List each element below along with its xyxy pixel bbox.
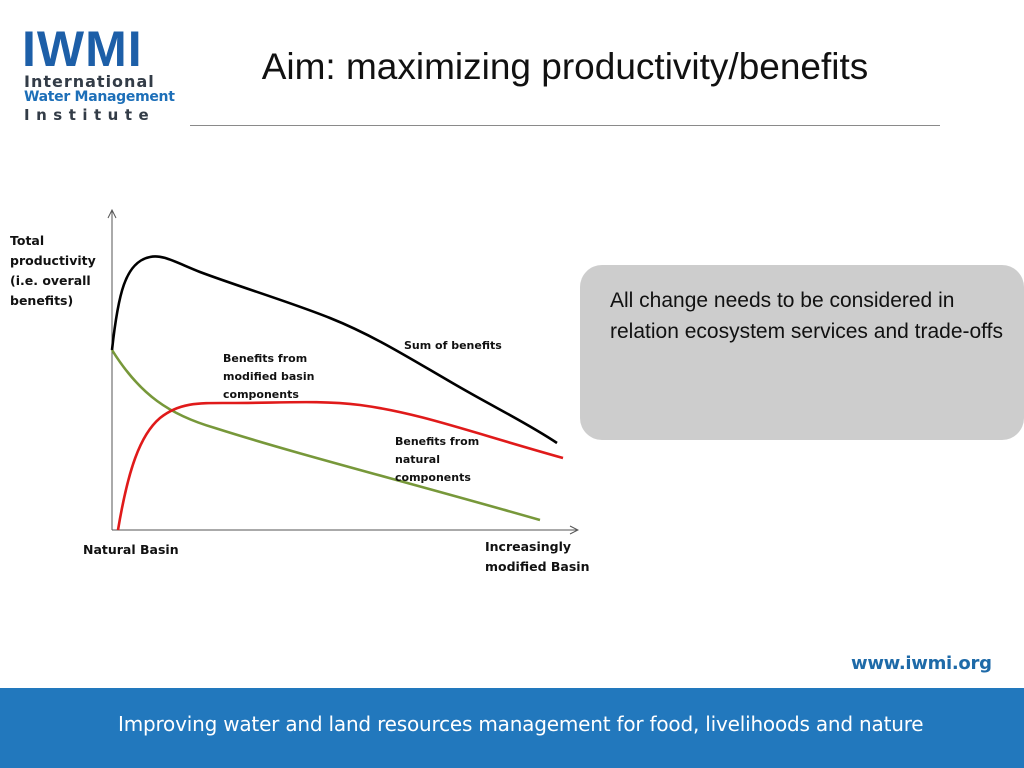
slide-title: Aim: maximizing productivity/benefits <box>261 46 869 87</box>
callout-text: All change needs to be considered in rel… <box>610 289 1003 343</box>
natural-components-label: Benefits from natural components <box>395 435 480 484</box>
logo-mark: IWMI <box>22 24 167 74</box>
website-link[interactable]: www.iwmi.org <box>851 653 992 674</box>
title-divider <box>190 125 940 126</box>
curve-natural-components <box>110 349 541 522</box>
x-axis-end-label: Increasingly modified Basin <box>485 539 590 574</box>
logo-line-water-management: Water Management <box>24 89 175 105</box>
x-axis-start-label: Natural Basin <box>83 542 179 557</box>
iwmi-logo: IWMI International Water Management Inst… <box>22 24 175 124</box>
footer-bar: Improving water and land resources manag… <box>0 688 1024 768</box>
footer-tagline: Improving water and land resources manag… <box>118 712 924 736</box>
curve-modified-components <box>116 400 564 531</box>
logo-line-international: International <box>24 72 155 91</box>
curve-sum-of-benefits <box>110 255 558 445</box>
sum-of-benefits-label: Sum of benefits <box>404 339 502 352</box>
y-axis-label: Total productivity (i.e. overall benefit… <box>10 233 96 308</box>
modified-components-label: Benefits from modified basin components <box>223 352 315 401</box>
logo-line-institute: Institute <box>24 106 156 124</box>
callout-box: All change needs to be considered in rel… <box>580 265 1024 440</box>
